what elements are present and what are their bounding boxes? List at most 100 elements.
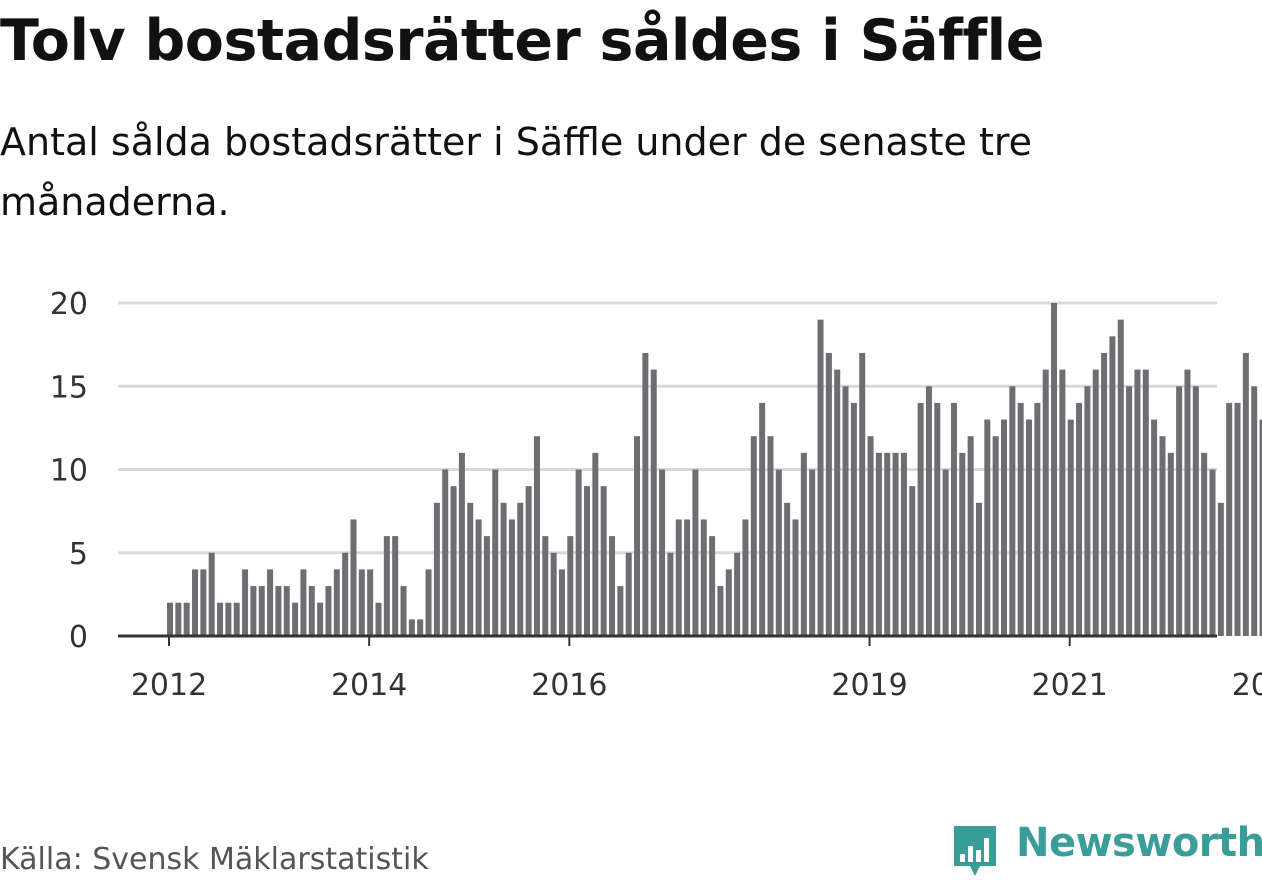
brand-name: Newsworthy bbox=[1016, 820, 1262, 866]
bar bbox=[450, 486, 457, 636]
bar bbox=[567, 536, 574, 636]
bar bbox=[717, 586, 724, 636]
bar bbox=[1009, 386, 1016, 636]
bar bbox=[875, 452, 882, 636]
bar bbox=[375, 602, 382, 636]
bar bbox=[659, 469, 666, 636]
bar bbox=[700, 519, 707, 636]
bar bbox=[558, 569, 565, 636]
bar bbox=[859, 352, 866, 636]
bar bbox=[217, 602, 224, 636]
bars bbox=[167, 303, 1262, 636]
bar bbox=[417, 619, 424, 636]
bar bbox=[575, 469, 582, 636]
newsworthy-logo: Newsworthy bbox=[950, 820, 1262, 880]
labels: 0510152020122014201620192021202312 bbox=[50, 287, 1262, 703]
bar bbox=[500, 502, 507, 636]
y-tick-label-0: 0 bbox=[69, 620, 88, 655]
bar bbox=[942, 469, 949, 636]
bar bbox=[767, 436, 774, 636]
bar bbox=[617, 586, 624, 636]
bar bbox=[900, 452, 907, 636]
y-tick-label-10: 10 bbox=[50, 454, 88, 489]
bar bbox=[709, 536, 716, 636]
bar bbox=[842, 386, 849, 636]
bar bbox=[934, 402, 941, 636]
bar bbox=[817, 319, 824, 636]
bar bbox=[517, 502, 524, 636]
bar bbox=[467, 502, 474, 636]
bar bbox=[492, 469, 499, 636]
bar bbox=[975, 502, 982, 636]
bar bbox=[1242, 352, 1249, 636]
bar bbox=[825, 352, 832, 636]
bar bbox=[175, 602, 182, 636]
bar bbox=[275, 586, 282, 636]
bar bbox=[292, 602, 299, 636]
bar bbox=[1076, 402, 1083, 636]
bar bbox=[950, 402, 957, 636]
bar bbox=[383, 536, 390, 636]
bar bbox=[300, 569, 307, 636]
bar bbox=[1092, 369, 1099, 636]
bar bbox=[784, 502, 791, 636]
bar bbox=[408, 619, 415, 636]
bar bbox=[584, 486, 590, 636]
bar bbox=[483, 536, 490, 636]
bar bbox=[725, 569, 732, 636]
bar bbox=[1259, 419, 1262, 636]
bar bbox=[1209, 469, 1216, 636]
bar bbox=[675, 519, 682, 636]
bar bbox=[1159, 436, 1166, 636]
bar bbox=[684, 519, 691, 636]
bar bbox=[267, 569, 274, 636]
bar bbox=[1184, 369, 1191, 636]
bar bbox=[1051, 303, 1058, 636]
bar bbox=[508, 519, 515, 636]
bar bbox=[525, 486, 532, 636]
bar bbox=[425, 569, 432, 636]
bar bbox=[1126, 386, 1133, 636]
bar bbox=[533, 436, 540, 636]
bar bbox=[800, 452, 807, 636]
bar bbox=[350, 519, 357, 636]
bar bbox=[967, 436, 974, 636]
bar bbox=[742, 519, 749, 636]
bar bbox=[1026, 419, 1033, 636]
bar bbox=[192, 569, 199, 636]
bar bbox=[233, 602, 240, 636]
bar bbox=[884, 452, 891, 636]
x-tick-label-2021: 2021 bbox=[1032, 668, 1108, 703]
bar bbox=[867, 436, 874, 636]
y-tick-label-15: 15 bbox=[50, 370, 88, 405]
bar bbox=[1067, 419, 1074, 636]
source-note: Källa: Svensk Mäklarstatistik bbox=[0, 842, 429, 877]
bar bbox=[283, 586, 290, 636]
bar bbox=[692, 469, 699, 636]
axes bbox=[118, 634, 1217, 646]
bar bbox=[183, 602, 190, 636]
bar bbox=[317, 602, 324, 636]
bar bbox=[250, 586, 257, 636]
bar bbox=[1142, 369, 1149, 636]
bar bbox=[200, 569, 207, 636]
bar bbox=[1042, 369, 1049, 636]
bar bbox=[1017, 402, 1024, 636]
bar bbox=[1134, 369, 1141, 636]
bar bbox=[1109, 336, 1116, 636]
bar bbox=[1001, 419, 1007, 636]
bar bbox=[917, 402, 924, 636]
bar bbox=[1234, 402, 1241, 636]
bar bbox=[458, 452, 465, 636]
bar bbox=[308, 586, 315, 636]
bar bbox=[892, 452, 899, 636]
bar bbox=[834, 369, 841, 636]
x-tick-label-2023: 2023 bbox=[1232, 668, 1262, 703]
bar bbox=[650, 369, 657, 636]
bar bbox=[542, 536, 549, 636]
bar bbox=[1117, 319, 1124, 636]
bar bbox=[792, 519, 799, 636]
bar bbox=[992, 436, 999, 636]
bar bbox=[667, 552, 674, 636]
bar bbox=[1034, 402, 1041, 636]
